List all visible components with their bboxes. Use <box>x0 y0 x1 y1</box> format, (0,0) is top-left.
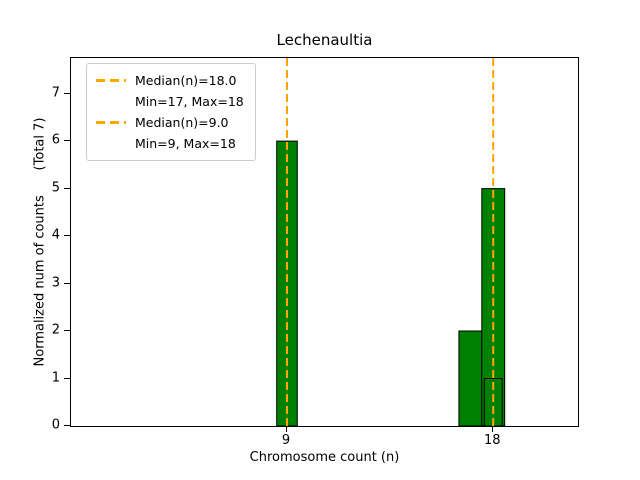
y-tick-label: 0 <box>51 417 60 433</box>
histogram-bar <box>481 188 506 426</box>
legend-text: Median(n)=18.0 Min=17, Max=18 <box>135 70 244 112</box>
y-tick-label: 4 <box>51 227 60 243</box>
legend-label-line: Min=17, Max=18 <box>135 94 244 109</box>
plot-area: Median(n)=18.0 Min=17, Max=18 Median(n)=… <box>70 57 579 427</box>
legend-entry: Median(n)=9.0 Min=9, Max=18 <box>96 112 244 154</box>
y-axis-label: Normalized num of counts (Total 7) <box>32 117 48 367</box>
dashed-line-icon <box>96 121 126 124</box>
y-tick-mark <box>64 377 70 379</box>
legend-entry: Median(n)=18.0 Min=17, Max=18 <box>96 70 244 112</box>
x-tick-label: 9 <box>281 433 291 448</box>
y-tick-mark <box>64 140 70 142</box>
chart-canvas <box>276 58 506 426</box>
legend-swatch-col <box>96 70 126 112</box>
y-tick-mark <box>64 187 70 189</box>
legend-label-line: Median(n)=18.0 <box>135 73 237 88</box>
y-tick-label: 3 <box>51 275 60 291</box>
y-tick-label: 6 <box>51 132 60 148</box>
y-tick-mark <box>64 92 70 94</box>
y-tick-label: 1 <box>51 370 60 386</box>
y-tick-mark <box>64 330 70 332</box>
y-tick-label: 7 <box>51 85 60 101</box>
legend-label-line: Min=9, Max=18 <box>135 136 236 151</box>
x-axis-label: Chromosome count (n) <box>249 450 400 465</box>
y-tick-mark <box>64 282 70 284</box>
legend: Median(n)=18.0 Min=17, Max=18 Median(n)=… <box>86 63 256 161</box>
histogram-bar <box>458 330 483 426</box>
y-tick-label: 5 <box>51 180 60 196</box>
legend-swatch-col <box>96 112 126 154</box>
x-tick-mark <box>492 427 494 432</box>
y-tick-label: 2 <box>51 322 60 338</box>
histogram-bar <box>483 378 503 426</box>
x-tick-label: 18 <box>483 433 501 448</box>
chart-title: Lechenaultia <box>276 31 373 49</box>
legend-label-line: Median(n)=9.0 <box>135 115 229 130</box>
dashed-line-icon <box>96 79 126 82</box>
y-tick-mark <box>64 235 70 237</box>
y-tick-mark <box>64 425 70 426</box>
legend-text: Median(n)=9.0 Min=9, Max=18 <box>135 112 236 154</box>
x-tick-mark <box>286 427 288 432</box>
